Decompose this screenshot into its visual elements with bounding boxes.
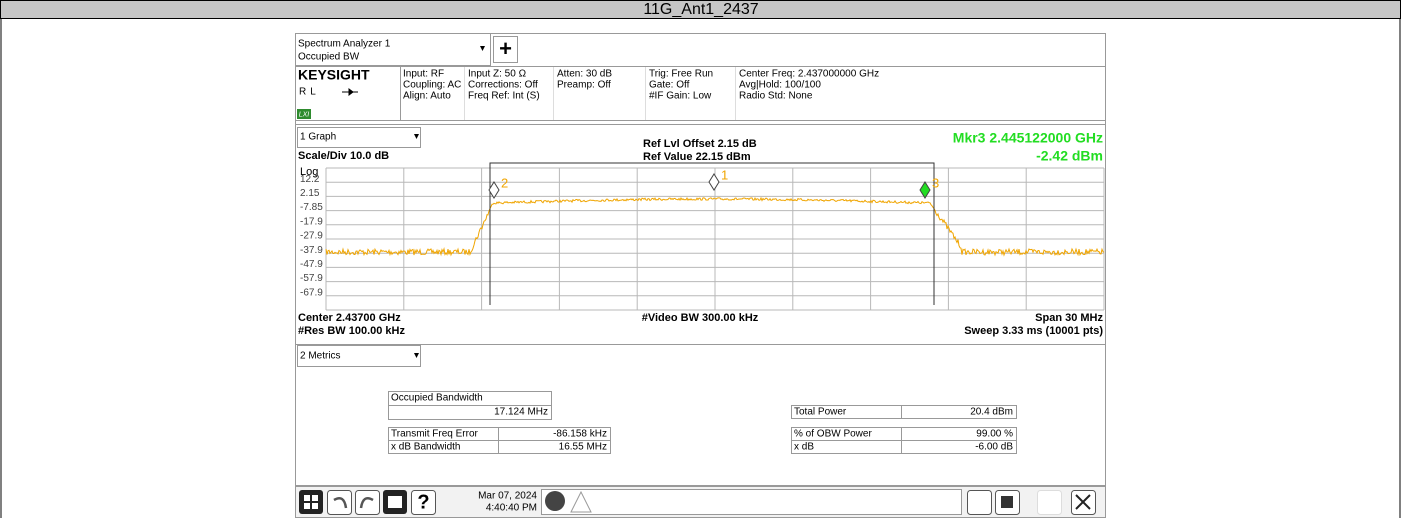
layout-button[interactable] bbox=[967, 490, 992, 515]
add-icon: + bbox=[499, 36, 512, 61]
setting: #IF Gain: Low bbox=[649, 91, 712, 102]
metric-label: % of OBW Power bbox=[794, 429, 872, 440]
metric-label: x dB Bandwidth bbox=[391, 442, 461, 453]
setting: Coupling: AC bbox=[403, 80, 461, 91]
header-title: 11G_Ant1_2437 bbox=[643, 1, 758, 18]
obw-value: 17.124 MHz bbox=[494, 407, 548, 418]
header-bar bbox=[0, 0, 1401, 19]
zoom-button[interactable] bbox=[1037, 490, 1062, 515]
marker bbox=[919, 181, 931, 199]
table-cell bbox=[498, 440, 611, 454]
marker bbox=[488, 181, 500, 199]
undo-button[interactable] bbox=[327, 490, 352, 515]
center-freq: Center 2.43700 GHz bbox=[298, 312, 401, 324]
mode-dropdown[interactable] bbox=[295, 33, 491, 66]
mode-measure: Occupied BW bbox=[298, 52, 360, 63]
dropdown-arrow bbox=[414, 353, 419, 358]
ref-offset: Ref Lvl Offset 2.15 dB bbox=[643, 138, 757, 150]
res-bw: #Res BW 100.00 kHz bbox=[298, 325, 405, 337]
setting: Corrections: Off bbox=[468, 80, 538, 91]
scale-div: Scale/Div 10.0 dB bbox=[298, 150, 389, 162]
video-bw: #Video BW 300.00 kHz bbox=[642, 312, 759, 324]
brand-box bbox=[295, 66, 401, 121]
windows-button[interactable] bbox=[299, 490, 323, 514]
obw-label: Occupied Bandwidth bbox=[391, 393, 483, 404]
ref-value: Ref Value 22.15 dBm bbox=[643, 151, 751, 163]
metric-label: Total Power bbox=[794, 407, 847, 418]
obw-bracket bbox=[489, 162, 935, 305]
message-bar bbox=[541, 489, 962, 515]
sweep: Sweep 3.33 ms (10001 pts) bbox=[964, 325, 1103, 337]
fullscreen-icon bbox=[1075, 494, 1091, 510]
metric-value: 99.00 % bbox=[976, 429, 1013, 440]
marker-value: -2.42 dBm bbox=[1036, 148, 1103, 164]
y-tick-label: 12.2 bbox=[300, 174, 320, 185]
setting: Input: RF bbox=[403, 69, 444, 80]
setting: Avg|Hold: 100/100 bbox=[739, 80, 821, 91]
setting: Preamp: Off bbox=[557, 80, 611, 91]
metric-value: -86.158 kHz bbox=[553, 429, 607, 440]
add-button[interactable] bbox=[493, 36, 518, 63]
scale-type: Log bbox=[300, 166, 318, 178]
brand: KEYSIGHT bbox=[298, 67, 370, 83]
metrics-selector: 2 Metrics bbox=[300, 351, 341, 362]
y-tick-label: 2.15 bbox=[300, 188, 320, 199]
table-cell bbox=[901, 440, 1017, 454]
setting: Gate: Off bbox=[649, 80, 690, 91]
marker-readout: Mkr3 2.445122000 GHz bbox=[953, 130, 1103, 146]
marker bbox=[708, 173, 720, 191]
setting: Atten: 30 dB bbox=[557, 69, 612, 80]
table-cell bbox=[901, 405, 1017, 419]
trace bbox=[325, 196, 1105, 257]
setting: Center Freq: 2.437000000 GHz bbox=[739, 69, 879, 80]
lxi-text: LXI bbox=[299, 111, 310, 118]
metric-value: -6.00 dB bbox=[975, 442, 1013, 453]
setting: Radio Std: None bbox=[739, 91, 813, 102]
setting: Trig: Free Run bbox=[649, 69, 713, 80]
setting: Align: Auto bbox=[403, 91, 451, 102]
settings-panel bbox=[295, 66, 1106, 121]
marker-label: 2 bbox=[501, 175, 508, 190]
help-icon: ? bbox=[417, 491, 429, 513]
redo-button[interactable] bbox=[355, 490, 380, 515]
y-tick-label: -27.9 bbox=[300, 231, 323, 242]
graph-dropdown[interactable] bbox=[297, 127, 421, 148]
metrics-dropdown[interactable] bbox=[297, 345, 421, 367]
warning-icon[interactable] bbox=[570, 490, 592, 513]
marker-label: 3 bbox=[932, 175, 939, 190]
metric-value: 16.55 MHz bbox=[559, 442, 607, 453]
mode-name: Spectrum Analyzer 1 bbox=[298, 39, 391, 50]
input-icon bbox=[342, 88, 358, 96]
y-tick-label: -67.9 bbox=[300, 287, 323, 298]
marker-label: 1 bbox=[721, 167, 728, 182]
metric-value: 20.4 dBm bbox=[970, 407, 1013, 418]
setting: Freq Ref: Int (S) bbox=[468, 91, 540, 102]
y-tick-label: -47.9 bbox=[300, 259, 323, 270]
dropdown-arrow bbox=[414, 134, 419, 139]
help-button[interactable] bbox=[411, 490, 436, 515]
status-time: 4:40:40 PM bbox=[486, 503, 537, 514]
graph-panel bbox=[295, 124, 1106, 345]
dropdown-arrow bbox=[480, 46, 485, 51]
message-icon[interactable] bbox=[545, 491, 565, 511]
touch-icon bbox=[1001, 496, 1013, 508]
undo-icon bbox=[333, 497, 348, 509]
file-icon bbox=[388, 496, 402, 508]
y-tick-label: -57.9 bbox=[300, 273, 323, 284]
y-tick-label: -7.85 bbox=[300, 202, 323, 213]
metric-label: x dB bbox=[794, 442, 814, 453]
y-tick-label: -17.9 bbox=[300, 216, 323, 227]
rl-label: RL bbox=[299, 87, 320, 98]
setting: Input Z: 50 Ω bbox=[468, 69, 527, 80]
y-tick-label: -37.9 bbox=[300, 245, 323, 256]
status-date: Mar 07, 2024 bbox=[478, 491, 537, 502]
span: Span 30 MHz bbox=[1035, 312, 1103, 324]
metric-label: Transmit Freq Error bbox=[391, 429, 479, 440]
graph-selector: 1 Graph bbox=[300, 132, 336, 143]
redo-icon bbox=[359, 497, 374, 509]
lxi-badge bbox=[297, 109, 311, 119]
